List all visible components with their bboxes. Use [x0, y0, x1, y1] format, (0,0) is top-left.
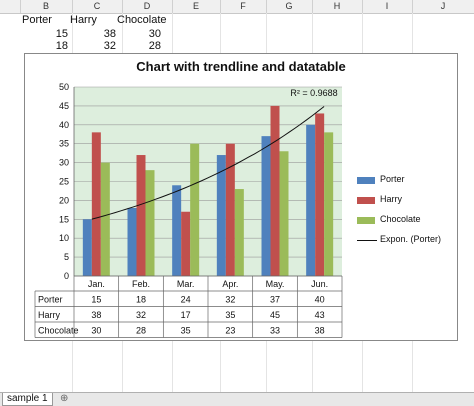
legend-item-harry: Harry [357, 194, 455, 214]
trendline-r2-label: R² = 0.9688 [290, 88, 337, 98]
y-tick-label: 15 [59, 214, 69, 224]
bar-chocolate-apr [235, 189, 244, 276]
cell-b3[interactable]: 18 [52, 40, 68, 52]
data-table-value: 24 [181, 294, 191, 304]
y-tick-label: 30 [59, 158, 69, 168]
legend-label-chocolate: Chocolate [380, 214, 421, 224]
cell-c2[interactable]: 38 [100, 28, 116, 40]
bar-harry-may [271, 106, 280, 276]
data-table-value: 17 [181, 310, 191, 320]
bar-porter-jun [306, 125, 315, 276]
legend-item-chocolate: Chocolate [357, 214, 455, 234]
data-table-value: 18 [136, 294, 146, 304]
data-table-row-label: Chocolate [38, 325, 79, 335]
column-header-c[interactable]: C [72, 0, 123, 13]
data-table-value: 38 [91, 310, 101, 320]
cell-d3[interactable]: 28 [145, 40, 161, 52]
y-tick-label: 25 [59, 177, 69, 187]
y-tick-label: 45 [59, 101, 69, 111]
legend-label-porter: Porter [380, 174, 405, 184]
column-header-bar: B C D E F G H I J [0, 0, 474, 14]
data-table-value: 32 [225, 294, 235, 304]
bar-porter-jan [83, 219, 92, 276]
data-table-value: 15 [91, 294, 101, 304]
data-table-value: 35 [225, 310, 235, 320]
bar-porter-mar [172, 185, 181, 276]
legend-swatch-harry [357, 197, 375, 204]
data-table-value: 37 [270, 294, 280, 304]
sheet-tab-bar: sample 1 ⊕ [0, 392, 474, 406]
bar-chocolate-mar [190, 144, 199, 276]
x-tick-label: Apr. [222, 279, 238, 289]
column-header-i[interactable]: I [362, 0, 413, 13]
x-tick-label: Jan. [88, 279, 105, 289]
column-header-h[interactable]: H [312, 0, 363, 13]
bar-harry-jun [315, 113, 324, 276]
y-tick-label: 35 [59, 139, 69, 149]
column-header-g[interactable]: G [266, 0, 313, 13]
cell-d1[interactable]: Chocolate [117, 14, 167, 26]
data-table-value: 38 [315, 325, 325, 335]
legend-item-porter: Porter [357, 174, 455, 194]
chart-object[interactable]: Chart with trendline and datatable 0 5 10 1… [24, 53, 458, 341]
legend-swatch-porter [357, 177, 375, 184]
x-tick-label: Jun. [311, 279, 328, 289]
legend-swatch-chocolate [357, 217, 375, 224]
add-sheet-icon[interactable]: ⊕ [60, 393, 68, 405]
cell-b1[interactable]: Porter [22, 14, 52, 26]
data-table-row-label: Harry [38, 310, 60, 320]
bar-porter-may [262, 136, 271, 276]
bar-chocolate-may [280, 151, 289, 276]
legend-item-trendline: Expon. (Porter) [357, 234, 455, 254]
bar-harry-mar [181, 212, 190, 276]
data-table-value: 43 [315, 310, 325, 320]
legend-label-harry: Harry [380, 194, 402, 204]
sheet-tab[interactable]: sample 1 [2, 393, 53, 406]
y-tick-label: 40 [59, 120, 69, 130]
x-tick-label: May. [266, 279, 285, 289]
data-table-value: 33 [270, 325, 280, 335]
y-tick-label: 0 [64, 271, 69, 281]
data-table-value: 32 [136, 310, 146, 320]
column-header-f[interactable]: F [220, 0, 267, 13]
cell-c3[interactable]: 32 [100, 40, 116, 52]
bar-chocolate-feb [146, 170, 155, 276]
cell-b2[interactable]: 15 [52, 28, 68, 40]
chart-legend: Porter Harry Chocolate Expon. (Porter) [357, 174, 455, 254]
data-table-value: 45 [270, 310, 280, 320]
bar-harry-apr [226, 144, 235, 276]
bar-harry-jan [92, 132, 101, 276]
y-tick-label: 10 [59, 233, 69, 243]
column-header-e[interactable]: E [172, 0, 221, 13]
column-header-b[interactable]: B [20, 0, 73, 13]
legend-label-trendline: Expon. (Porter) [380, 234, 441, 244]
column-header-j[interactable]: J [412, 0, 474, 13]
bar-harry-feb [137, 155, 146, 276]
y-tick-label: 50 [59, 82, 69, 92]
data-table-row-label: Porter [38, 294, 63, 304]
bar-chocolate-jan [101, 163, 110, 276]
cell-c1[interactable]: Harry [70, 14, 97, 26]
bar-chocolate-jun [324, 132, 333, 276]
cell-d2[interactable]: 30 [145, 28, 161, 40]
select-all-corner[interactable] [0, 0, 21, 13]
y-tick-label: 20 [59, 195, 69, 205]
legend-line-trendline [357, 240, 377, 241]
data-table-value: 23 [225, 325, 235, 335]
x-tick-label: Mar. [177, 279, 195, 289]
bar-porter-feb [128, 208, 137, 276]
data-table-value: 40 [315, 294, 325, 304]
x-tick-label: Feb. [132, 279, 150, 289]
data-table-value: 28 [136, 325, 146, 335]
y-tick-label: 5 [64, 252, 69, 262]
chart-plot-svg: 0 5 10 15 20 25 30 35 40 45 50 R² = 0.9688 Jan. Feb. M… [25, 54, 355, 340]
data-table-value: 30 [91, 325, 101, 335]
column-header-d[interactable]: D [122, 0, 173, 13]
data-table-value: 35 [181, 325, 191, 335]
